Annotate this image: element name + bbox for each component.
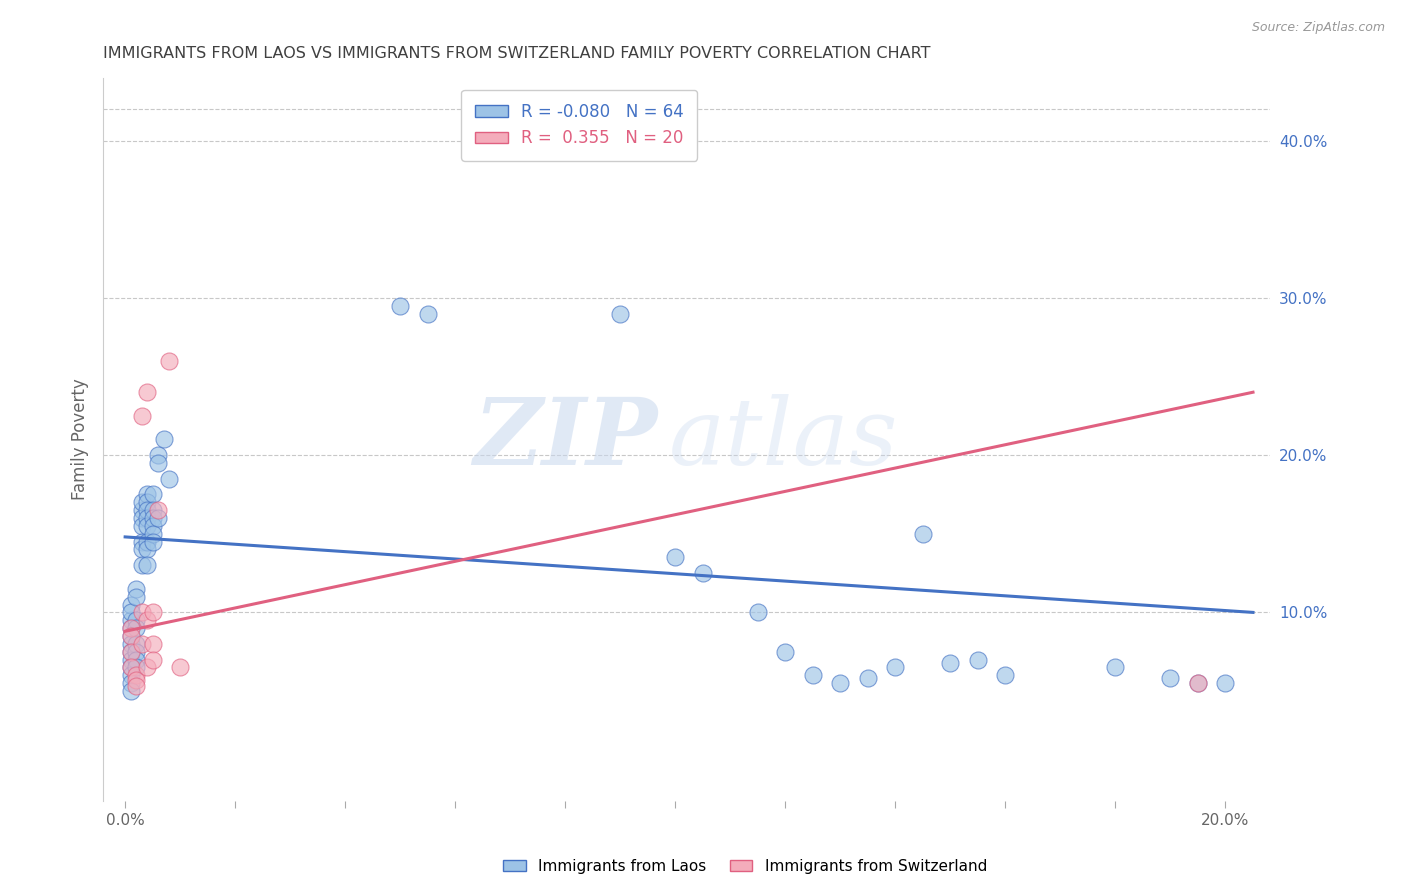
Point [801, 668, 824, 682]
Point [136, 511, 159, 525]
Point [884, 660, 907, 674]
Point [142, 637, 165, 651]
Point [125, 679, 148, 693]
Point [1215, 676, 1237, 690]
Point [146, 503, 169, 517]
Point [120, 660, 142, 674]
Point [120, 613, 142, 627]
Point [120, 660, 142, 674]
Point [131, 409, 153, 423]
Point [125, 652, 148, 666]
Point [120, 637, 142, 651]
Point [125, 660, 148, 674]
Point [136, 385, 159, 400]
Point [120, 652, 142, 666]
Point [416, 307, 439, 321]
Point [120, 645, 142, 659]
Point [664, 550, 686, 565]
Point [142, 534, 165, 549]
Point [609, 307, 631, 321]
Point [911, 526, 934, 541]
Point [120, 684, 142, 698]
Point [142, 652, 165, 666]
Point [830, 676, 852, 690]
Point [131, 519, 153, 533]
Text: IMMIGRANTS FROM LAOS VS IMMIGRANTS FROM SWITZERLAND FAMILY POVERTY CORRELATION C: IMMIGRANTS FROM LAOS VS IMMIGRANTS FROM … [103, 46, 931, 62]
Point [152, 433, 174, 447]
Point [136, 534, 159, 549]
Point [125, 637, 148, 651]
Point [136, 558, 159, 573]
Point [142, 606, 165, 620]
Point [125, 673, 148, 687]
Point [142, 526, 165, 541]
Point [120, 629, 142, 643]
Point [125, 621, 148, 635]
Point [169, 660, 191, 674]
Point [142, 519, 165, 533]
Point [967, 652, 990, 666]
Point [994, 668, 1017, 682]
Text: ZIP: ZIP [472, 394, 657, 484]
Point [142, 511, 165, 525]
Point [136, 503, 159, 517]
Point [747, 606, 769, 620]
Point [692, 566, 714, 580]
Point [136, 487, 159, 501]
Point [1187, 676, 1209, 690]
Text: Source: ZipAtlas.com: Source: ZipAtlas.com [1251, 21, 1385, 34]
Point [131, 542, 153, 557]
Point [120, 598, 142, 612]
Point [157, 353, 180, 368]
Point [131, 511, 153, 525]
Point [120, 645, 142, 659]
Point [120, 676, 142, 690]
Point [157, 472, 180, 486]
Point [1104, 660, 1126, 674]
Point [131, 558, 153, 573]
Point [136, 542, 159, 557]
Point [120, 606, 142, 620]
Point [939, 656, 962, 670]
Point [142, 487, 165, 501]
Point [146, 511, 169, 525]
Point [136, 495, 159, 509]
Point [125, 582, 148, 596]
Point [142, 503, 165, 517]
Point [146, 448, 169, 462]
Point [856, 672, 879, 686]
Point [136, 519, 159, 533]
Point [775, 645, 797, 659]
Text: atlas: atlas [669, 394, 898, 484]
Point [131, 606, 153, 620]
Y-axis label: Family Poverty: Family Poverty [72, 378, 89, 500]
Point [136, 660, 159, 674]
Point [131, 534, 153, 549]
Point [1159, 672, 1181, 686]
Point [125, 590, 148, 604]
Point [131, 503, 153, 517]
Point [120, 621, 142, 635]
Point [146, 456, 169, 470]
Point [125, 613, 148, 627]
Point [120, 668, 142, 682]
Legend: Immigrants from Laos, Immigrants from Switzerland: Immigrants from Laos, Immigrants from Sw… [498, 853, 993, 880]
Point [125, 645, 148, 659]
Point [131, 637, 153, 651]
Legend: R = -0.080   N = 64, R =  0.355   N = 20: R = -0.080 N = 64, R = 0.355 N = 20 [461, 89, 697, 161]
Point [131, 495, 153, 509]
Point [1187, 676, 1209, 690]
Point [125, 668, 148, 682]
Point [389, 299, 412, 313]
Point [120, 621, 142, 635]
Point [120, 629, 142, 643]
Point [136, 613, 159, 627]
